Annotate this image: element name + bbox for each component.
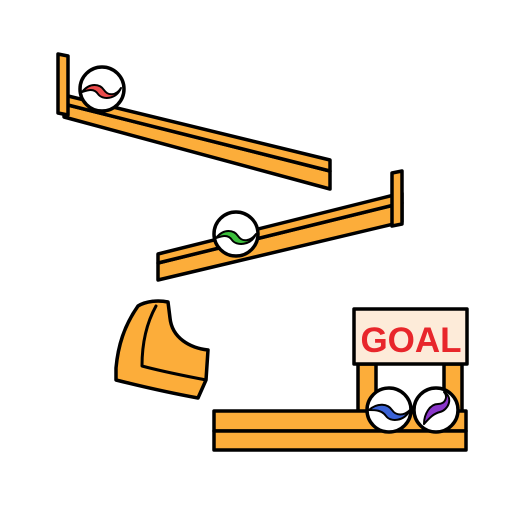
bottom-track-front <box>212 429 468 452</box>
goal-sign-label: GOAL <box>360 321 461 360</box>
red-marble-swirl <box>81 84 122 99</box>
purple-marble-swirl <box>423 391 451 425</box>
red-marble[interactable] <box>78 65 126 113</box>
curved-chute[interactable] <box>114 299 210 400</box>
top-ramp-endwall <box>56 52 70 117</box>
blue-marble[interactable] <box>365 386 413 434</box>
goal-sign: GOAL <box>352 307 469 366</box>
green-marble[interactable] <box>212 210 260 258</box>
middle-ramp-side <box>156 201 404 282</box>
goal-sign-board <box>352 307 469 366</box>
top-ramp-side <box>62 102 332 191</box>
green-marble-swirl <box>215 230 257 245</box>
purple-marble[interactable] <box>412 386 460 434</box>
curved-chute-outer <box>114 299 210 400</box>
curved-chute-inner-edge <box>140 304 208 382</box>
curved-chute-rim <box>136 299 170 308</box>
blue-marble-swirl <box>368 403 411 421</box>
middle-ramp[interactable] <box>156 169 404 282</box>
middle-ramp-endwall <box>390 169 404 228</box>
top-ramp[interactable] <box>56 52 332 191</box>
